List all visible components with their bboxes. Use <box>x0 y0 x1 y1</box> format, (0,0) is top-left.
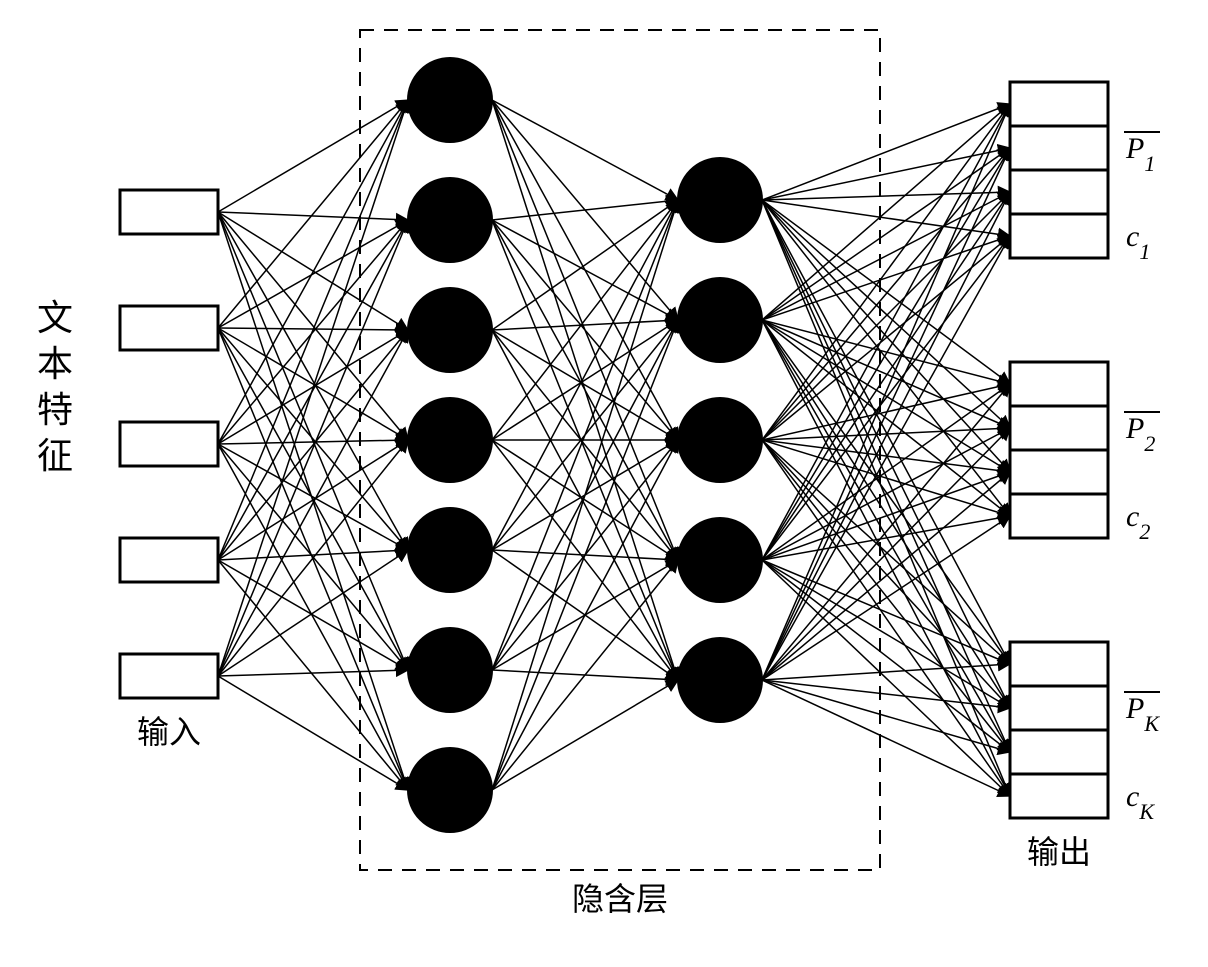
hidden-node <box>408 628 492 712</box>
input-layer <box>120 190 218 698</box>
hidden-node <box>408 288 492 372</box>
hidden-below-label: 隐含层 <box>572 881 668 917</box>
output-p-label: PK <box>1125 692 1160 736</box>
hidden-node <box>408 178 492 262</box>
output-cell <box>1010 774 1108 818</box>
output-cell <box>1010 494 1108 538</box>
output-cell <box>1010 406 1108 450</box>
output-cell <box>1010 170 1108 214</box>
input-box <box>120 306 218 350</box>
output-cell <box>1010 126 1108 170</box>
output-c-label: c2 <box>1126 500 1150 544</box>
output-cell <box>1010 686 1108 730</box>
input-box <box>120 654 218 698</box>
output-p-label: P2 <box>1125 412 1155 456</box>
input-below-label: 输入 <box>137 714 201 750</box>
output-cell <box>1010 730 1108 774</box>
output-cell <box>1010 214 1108 258</box>
hidden-node <box>678 278 762 362</box>
hidden-node <box>678 638 762 722</box>
hidden-node <box>678 158 762 242</box>
output-cell <box>1010 642 1108 686</box>
output-cell <box>1010 450 1108 494</box>
output-cell <box>1010 82 1108 126</box>
input-side-label: 本 <box>37 344 73 384</box>
output-layer: P1 c1 P2 c2 PK cK <box>1010 82 1160 824</box>
hidden-node <box>408 508 492 592</box>
output-p-label: P1 <box>1125 132 1155 176</box>
hidden-layer-2 <box>678 158 762 722</box>
input-box <box>120 190 218 234</box>
output-c-label: c1 <box>1126 220 1150 264</box>
input-side-label: 文 <box>37 298 73 338</box>
hidden-node <box>408 398 492 482</box>
input-box <box>120 422 218 466</box>
hidden-node <box>678 398 762 482</box>
input-box <box>120 538 218 582</box>
hidden-layer-1 <box>408 58 492 832</box>
output-below-label: 输出 <box>1027 834 1091 870</box>
output-cell <box>1010 362 1108 406</box>
hidden-node <box>408 748 492 832</box>
hidden-node <box>678 518 762 602</box>
edges <box>218 100 1010 796</box>
output-c-label: cK <box>1126 780 1155 824</box>
input-side-label: 特 <box>37 390 73 430</box>
input-side-label: 征 <box>37 436 73 476</box>
hidden-node <box>408 58 492 142</box>
